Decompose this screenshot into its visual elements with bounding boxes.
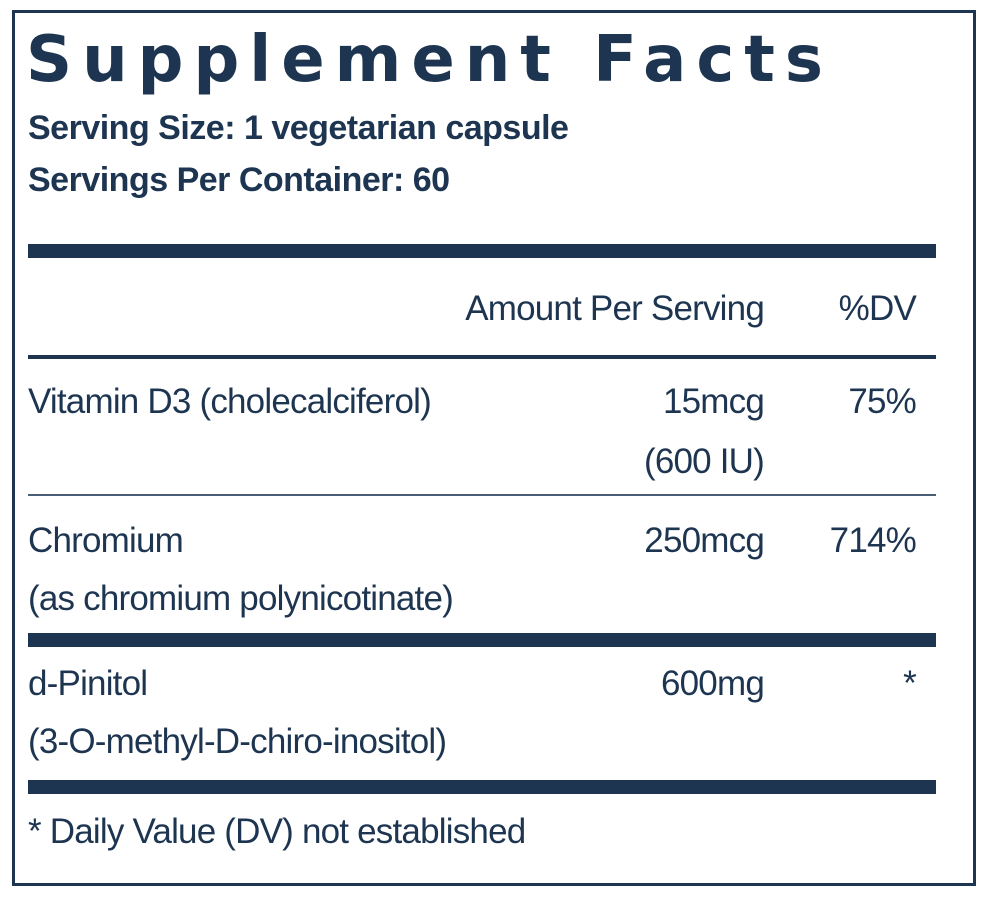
nutrient-name-d-pinitol: d-Pinitol	[28, 664, 148, 703]
supplement-facts-panel	[12, 10, 976, 886]
nutrient-dv-chromium: 714%	[829, 521, 917, 560]
nutrient-name-sub-chromium: (as chromium polynicotinate)	[28, 579, 454, 618]
divider-row-1	[28, 494, 936, 496]
serving-size: Serving Size: 1 vegetarian capsule	[28, 109, 569, 147]
panel-title: Supplement Facts	[26, 23, 833, 97]
divider-thick-bottom	[28, 780, 936, 794]
footnote: * Daily Value (DV) not established	[28, 812, 526, 851]
divider-header	[28, 355, 936, 359]
nutrient-name-chromium: Chromium	[28, 521, 184, 560]
nutrient-dv-vitamin-d3: 75%	[848, 382, 916, 421]
nutrient-name-vitamin-d3: Vitamin D3 (cholecalciferol)	[28, 382, 432, 421]
header-dv: %DV	[838, 289, 917, 328]
nutrient-amount-sub-vitamin-d3: (600 IU)	[643, 442, 765, 481]
nutrient-dv-d-pinitol: *	[903, 664, 917, 703]
nutrient-amount-d-pinitol: 600mg	[660, 664, 765, 703]
nutrient-amount-vitamin-d3: 15mcg	[662, 382, 765, 421]
divider-thick-middle	[28, 633, 936, 647]
header-amount-per-serving: Amount Per Serving	[465, 289, 765, 328]
nutrient-amount-chromium: 250mcg	[644, 521, 765, 560]
divider-thick-top	[28, 244, 936, 258]
servings-per-container: Servings Per Container: 60	[28, 161, 450, 199]
nutrient-name-sub-d-pinitol: (3-O-methyl-D-chiro-inositol)	[28, 722, 447, 761]
